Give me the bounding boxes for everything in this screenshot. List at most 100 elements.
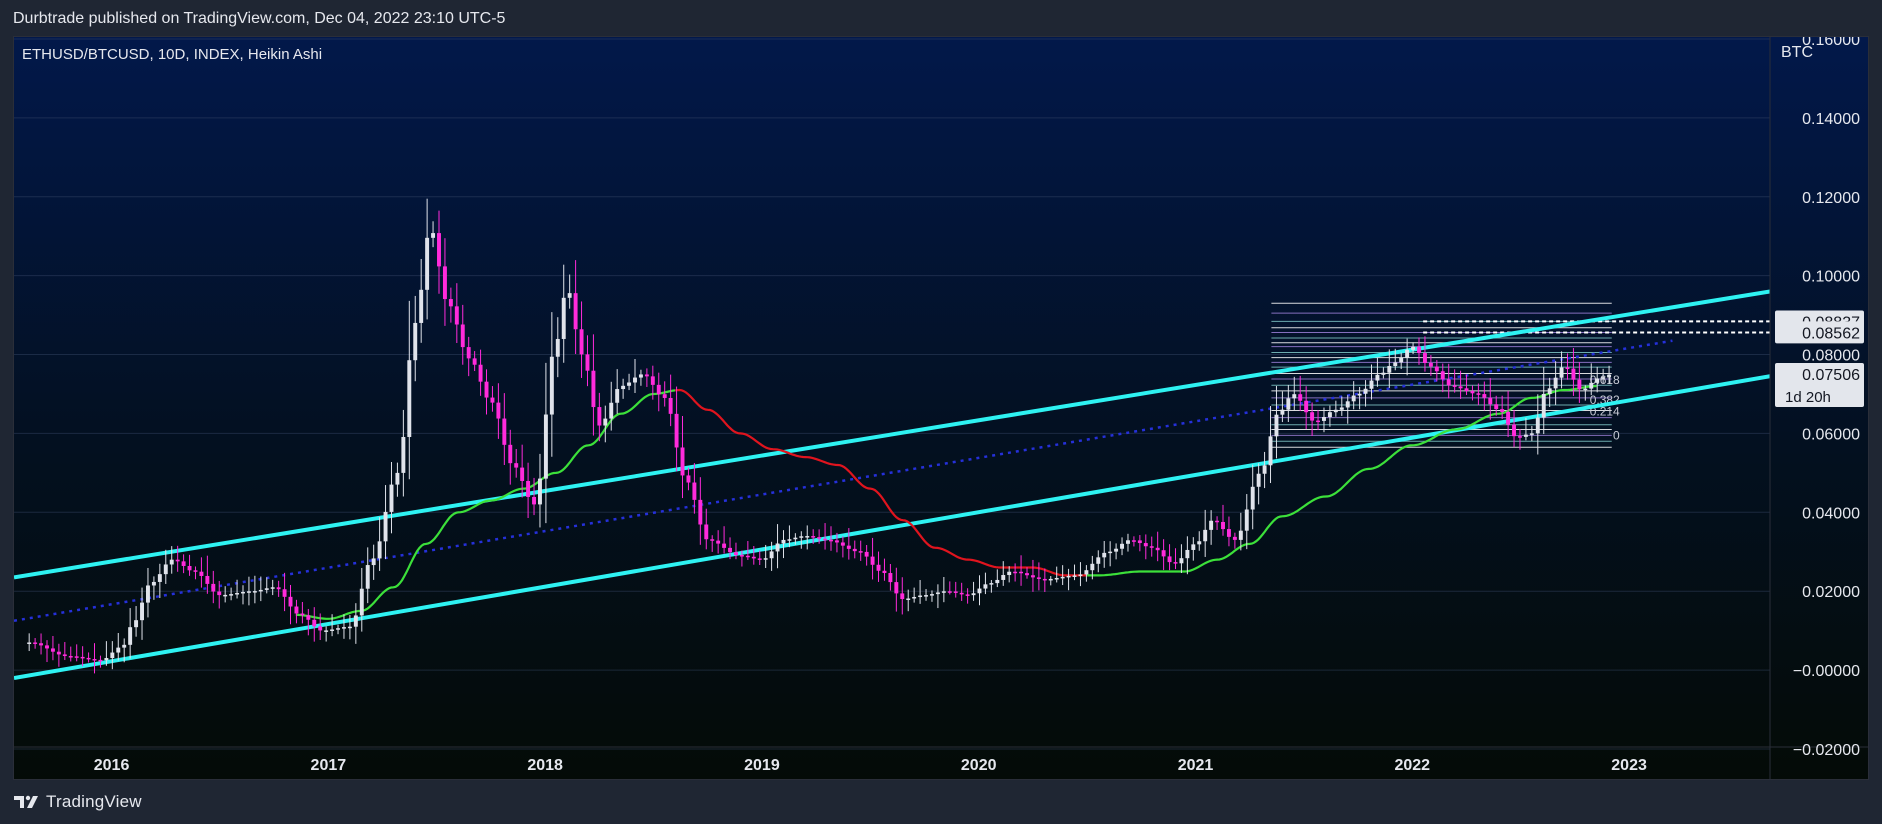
- candle-body: [918, 595, 923, 598]
- tradingview-brand[interactable]: TradingView: [14, 792, 142, 812]
- candle-body: [1357, 393, 1362, 396]
- candle-body: [199, 571, 204, 576]
- candle-body: [1589, 382, 1594, 389]
- time-tick-label: 2021: [1178, 757, 1214, 774]
- candle-body: [217, 591, 222, 596]
- candle-body: [157, 574, 162, 582]
- candle-body: [1096, 557, 1101, 564]
- candle-body: [187, 565, 192, 571]
- candle-body: [1185, 549, 1190, 559]
- candle-body: [1434, 366, 1439, 372]
- footer: TradingView: [0, 780, 1882, 824]
- candle-body: [1547, 388, 1552, 395]
- candle-body: [864, 551, 869, 557]
- price-marker-value: 0.07506: [1802, 367, 1860, 384]
- candle-body: [1310, 412, 1315, 421]
- candle-body: [80, 656, 85, 659]
- candle-body: [1066, 575, 1071, 578]
- candle-body: [252, 591, 257, 593]
- candle-body: [1042, 578, 1047, 581]
- candle-body: [145, 585, 150, 603]
- candle-body: [33, 642, 38, 644]
- candle-body: [900, 593, 905, 600]
- candle-body: [1268, 436, 1273, 466]
- candle-body: [823, 538, 828, 541]
- candle-body: [906, 598, 911, 601]
- candle-body: [1131, 540, 1136, 542]
- candle-body: [1215, 520, 1220, 523]
- candle-body: [1464, 388, 1469, 392]
- channel-upper-line: [14, 289, 1770, 580]
- candle-body: [318, 626, 323, 631]
- candle-body: [1090, 563, 1095, 571]
- candle-body: [1137, 540, 1142, 544]
- candle-body: [722, 543, 727, 548]
- candle-body: [1387, 366, 1392, 373]
- candle-body: [882, 570, 887, 574]
- candle-body: [1161, 550, 1166, 557]
- ma-segment-down: [675, 388, 1088, 577]
- candle-body: [62, 654, 67, 657]
- price-tick-label: 0.12000: [1802, 190, 1860, 207]
- candle-body: [205, 575, 210, 584]
- candle-body: [211, 583, 216, 592]
- time-axis[interactable]: 2016 2017 2018 2019 2020 2021 2022 2023: [94, 757, 1647, 774]
- candle-body: [983, 584, 988, 589]
- candle-body: [1167, 556, 1172, 563]
- candle-body: [1571, 368, 1576, 380]
- candle-body: [728, 547, 733, 553]
- candle-body: [621, 385, 626, 390]
- chart-background: [14, 37, 1868, 779]
- candle-body: [258, 589, 263, 592]
- price-marker-value: 0.08562: [1802, 325, 1860, 342]
- candle-body: [650, 376, 655, 385]
- candle-body: [1535, 417, 1540, 434]
- candle-body: [1488, 397, 1493, 405]
- candle-body: [39, 643, 44, 646]
- candle-body: [45, 645, 49, 649]
- candle-body: [128, 627, 133, 645]
- candle-body: [1482, 394, 1487, 398]
- candle-body: [1126, 540, 1130, 544]
- candle-body: [235, 593, 240, 595]
- candle-body: [110, 652, 115, 659]
- candle-body: [1529, 433, 1534, 435]
- candle-body: [1030, 575, 1035, 578]
- candle-body: [781, 539, 786, 544]
- candle-body: [704, 524, 709, 540]
- candle-body: [567, 293, 572, 298]
- candle-body: [324, 630, 329, 632]
- candle-body: [1470, 391, 1475, 394]
- candle-body: [947, 591, 952, 593]
- candle-body: [977, 588, 982, 594]
- price-marker-box: [1775, 321, 1864, 344]
- candle-body: [300, 613, 305, 616]
- fib-level-label: 0.214: [1590, 405, 1620, 419]
- candle-body: [965, 594, 970, 596]
- candle-body: [169, 559, 174, 565]
- candle-body: [674, 413, 679, 448]
- candle-body: [514, 463, 519, 468]
- candle-body: [490, 397, 495, 403]
- time-tick-label: 2017: [311, 757, 347, 774]
- candle-body: [1197, 541, 1202, 545]
- price-axis[interactable]: 0.16000 0.14000 0.12000 0.10000 0.08000 0.060…: [1793, 37, 1860, 759]
- chart-pane[interactable]: 0.618 0.382 0.214 0 0.16000 0.14000 0.12000 0.…: [13, 36, 1869, 780]
- candle-body: [1607, 374, 1612, 378]
- candle-body: [1583, 388, 1588, 391]
- candle-body: [1013, 571, 1018, 574]
- candle-body: [1411, 346, 1416, 350]
- candle-body: [425, 237, 430, 290]
- candle-body: [1381, 372, 1386, 375]
- candle-body: [1060, 576, 1065, 579]
- price-tick-label: 0.06000: [1802, 426, 1860, 443]
- candle-body: [282, 589, 287, 597]
- candle-body: [1007, 571, 1012, 576]
- time-tick-label: 2016: [94, 757, 130, 774]
- candle-body: [1518, 436, 1522, 438]
- candle-body: [502, 418, 507, 445]
- candle-body: [543, 414, 548, 479]
- candle-body: [811, 536, 816, 538]
- candle-body: [223, 594, 228, 597]
